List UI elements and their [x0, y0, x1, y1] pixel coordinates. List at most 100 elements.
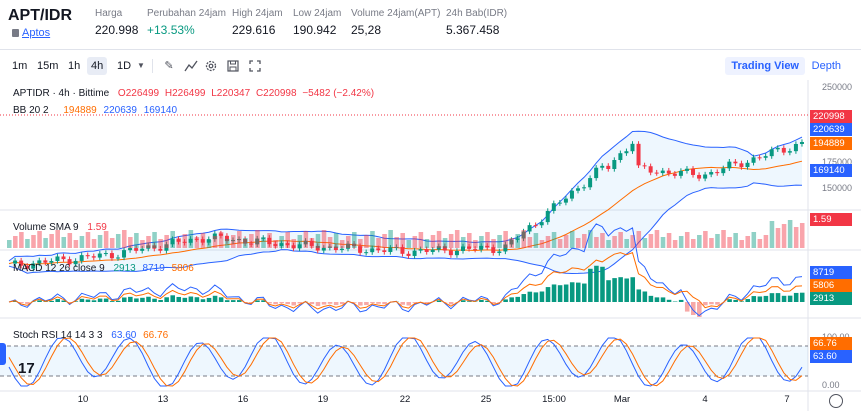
macd-hist-bar — [424, 302, 430, 304]
volume-bar — [309, 238, 315, 248]
candle-body — [412, 250, 417, 256]
candle-body — [715, 172, 720, 174]
macd-hist-bar — [255, 300, 260, 302]
price-chart[interactable] — [0, 80, 861, 411]
candle-body — [503, 244, 508, 252]
macd-hist-bar — [406, 302, 412, 306]
candle-body — [158, 248, 163, 251]
candle-body — [691, 168, 696, 175]
gear-icon[interactable] — [204, 59, 218, 73]
volume-bar — [327, 237, 333, 248]
line-chart-icon[interactable] — [184, 59, 198, 73]
candle-body — [436, 246, 441, 250]
volume-bar — [315, 234, 321, 248]
candle-body — [648, 166, 653, 173]
timeframe-1h[interactable]: 1h — [68, 60, 81, 72]
candle-body — [485, 245, 490, 248]
macd-hist-bar — [115, 300, 121, 302]
candle-body — [745, 162, 750, 168]
volume-bar — [775, 228, 781, 248]
candle-body — [515, 238, 520, 240]
macd-hist-bar — [73, 301, 79, 302]
macd-hist-bar — [333, 302, 339, 306]
macd-axis-label: 8719 — [810, 266, 852, 279]
chevron-down-icon[interactable]: ▼ — [137, 61, 145, 70]
pencil-icon[interactable]: ✎ — [164, 60, 174, 72]
stat-change: Perubahan 24jam +13.53% — [147, 8, 226, 37]
fullscreen-icon[interactable] — [248, 59, 262, 73]
macd-hist-bar — [460, 300, 466, 302]
stat-value: +13.53% — [147, 23, 195, 37]
volume-bar — [188, 230, 194, 248]
settings-icon[interactable] — [829, 394, 843, 408]
volume-bar — [769, 221, 775, 248]
timeframe-4h[interactable]: 4h — [87, 57, 108, 75]
x-tick: 13 — [157, 394, 169, 405]
volume-bar — [73, 240, 79, 248]
candle-body — [491, 247, 496, 253]
save-icon[interactable] — [226, 59, 240, 73]
volume-bar — [479, 236, 484, 248]
macd-hist-bar — [152, 298, 157, 302]
macd-hist-bar — [315, 302, 321, 307]
volume-bar — [436, 231, 442, 248]
macd-hist-bar — [128, 296, 133, 302]
volume-bar — [521, 230, 527, 248]
candle-body — [212, 233, 217, 240]
macd-hist-bar — [285, 302, 290, 305]
x-tick: Mar — [613, 394, 631, 405]
volume-bar — [539, 240, 545, 248]
macd-signal-line — [8, 252, 803, 310]
chart-canvas[interactable] — [0, 80, 861, 411]
macd-hist-bar — [793, 292, 799, 302]
macd-hist-bar — [352, 302, 357, 303]
macd-hist-bar — [339, 302, 345, 305]
depth-button[interactable]: Depth — [811, 60, 841, 72]
candle-body — [352, 243, 357, 247]
timeframe-15m[interactable]: 15m — [37, 60, 59, 72]
volume-bar — [200, 233, 206, 248]
volume-bar — [751, 232, 757, 248]
trading-view-button[interactable]: Trading View — [725, 57, 805, 75]
candle-body — [551, 203, 556, 211]
macd-hist-bar — [122, 297, 127, 302]
candle-body — [769, 149, 774, 157]
chart-title-legend: APTIDR · 4h · Bittime O226499 H226499 L2… — [13, 88, 374, 99]
candle-body — [709, 172, 714, 175]
candle-body — [727, 161, 732, 169]
candle-body — [170, 239, 175, 245]
candle-body — [364, 252, 369, 254]
candle-body — [333, 246, 338, 251]
volume-bar — [297, 235, 303, 248]
volume-bar — [230, 235, 236, 248]
stat-high: High 24jam 229.616 — [232, 8, 283, 37]
macd-hist-bar — [224, 300, 230, 302]
stat-volume: Volume 24jam(APT) 25,28 — [351, 8, 440, 37]
volume-bar — [249, 234, 254, 248]
candle-body — [763, 156, 768, 158]
candle-body — [606, 165, 611, 169]
timeframe-1d[interactable]: 1D — [117, 60, 132, 72]
macd-hist-bar — [618, 277, 623, 302]
macd-hist-bar — [321, 302, 327, 305]
drawer-handle[interactable] — [0, 343, 6, 365]
volume-bar — [267, 233, 272, 248]
macd-hist-bar — [55, 299, 60, 302]
candle-body — [224, 235, 229, 242]
macd-hist-bar — [376, 302, 381, 304]
candle-body — [91, 256, 96, 258]
macd-hist-bar — [769, 293, 775, 302]
macd-hist-bar — [249, 302, 254, 303]
timeframe-1m[interactable]: 1m — [12, 60, 28, 72]
volume-bar — [594, 237, 599, 248]
candle-body — [67, 259, 72, 265]
volume-bar — [285, 232, 290, 248]
volume-bar — [503, 231, 508, 248]
candle-body — [654, 172, 659, 174]
coin-link[interactable]: Aptos — [12, 27, 50, 39]
candle-body — [793, 143, 798, 152]
candle-body — [479, 245, 484, 250]
volume-bar — [442, 238, 448, 248]
last-price-label: 220998 — [810, 110, 852, 123]
candle-body — [261, 237, 266, 239]
